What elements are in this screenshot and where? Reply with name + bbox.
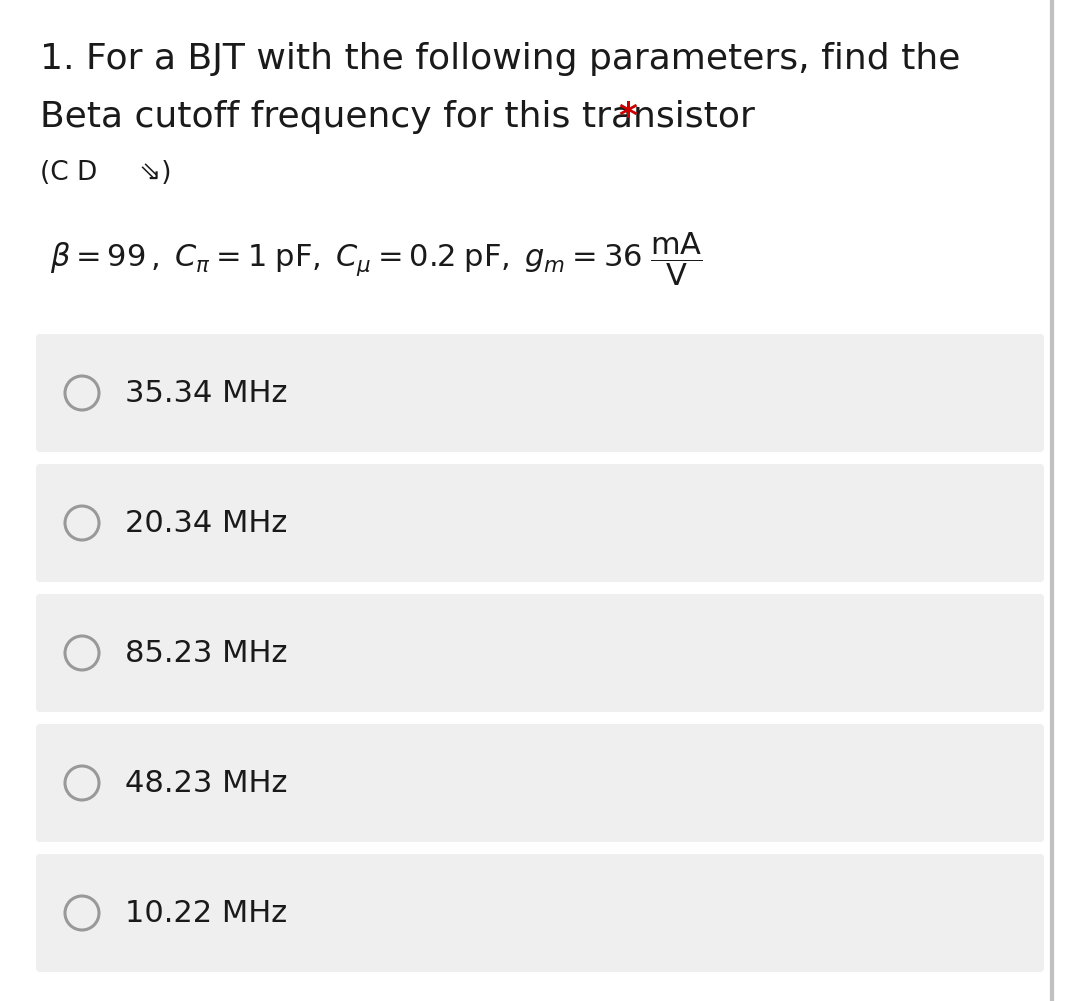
FancyBboxPatch shape <box>36 854 1044 972</box>
Text: 48.23 MHz: 48.23 MHz <box>125 769 287 798</box>
Text: *: * <box>618 100 637 134</box>
Text: 10.22 MHz: 10.22 MHz <box>125 899 287 928</box>
Text: $\beta = 99\,,\;C_{\pi} = 1\;\mathrm{pF},\;C_{\mu} = 0.2\;\mathrm{pF},\;g_m = 36: $\beta = 99\,,\;C_{\pi} = 1\;\mathrm{pF}… <box>50 230 703 287</box>
Text: 35.34 MHz: 35.34 MHz <box>125 378 287 407</box>
FancyBboxPatch shape <box>36 594 1044 712</box>
Text: (C D     ⇘): (C D ⇘) <box>40 160 172 186</box>
FancyBboxPatch shape <box>36 334 1044 452</box>
Text: 20.34 MHz: 20.34 MHz <box>125 509 287 538</box>
Text: Beta cutoff frequency for this transistor: Beta cutoff frequency for this transisto… <box>40 100 755 134</box>
Text: 1. For a BJT with the following parameters, find the: 1. For a BJT with the following paramete… <box>40 42 960 76</box>
FancyBboxPatch shape <box>36 464 1044 582</box>
Text: 85.23 MHz: 85.23 MHz <box>125 639 287 668</box>
FancyBboxPatch shape <box>36 724 1044 842</box>
